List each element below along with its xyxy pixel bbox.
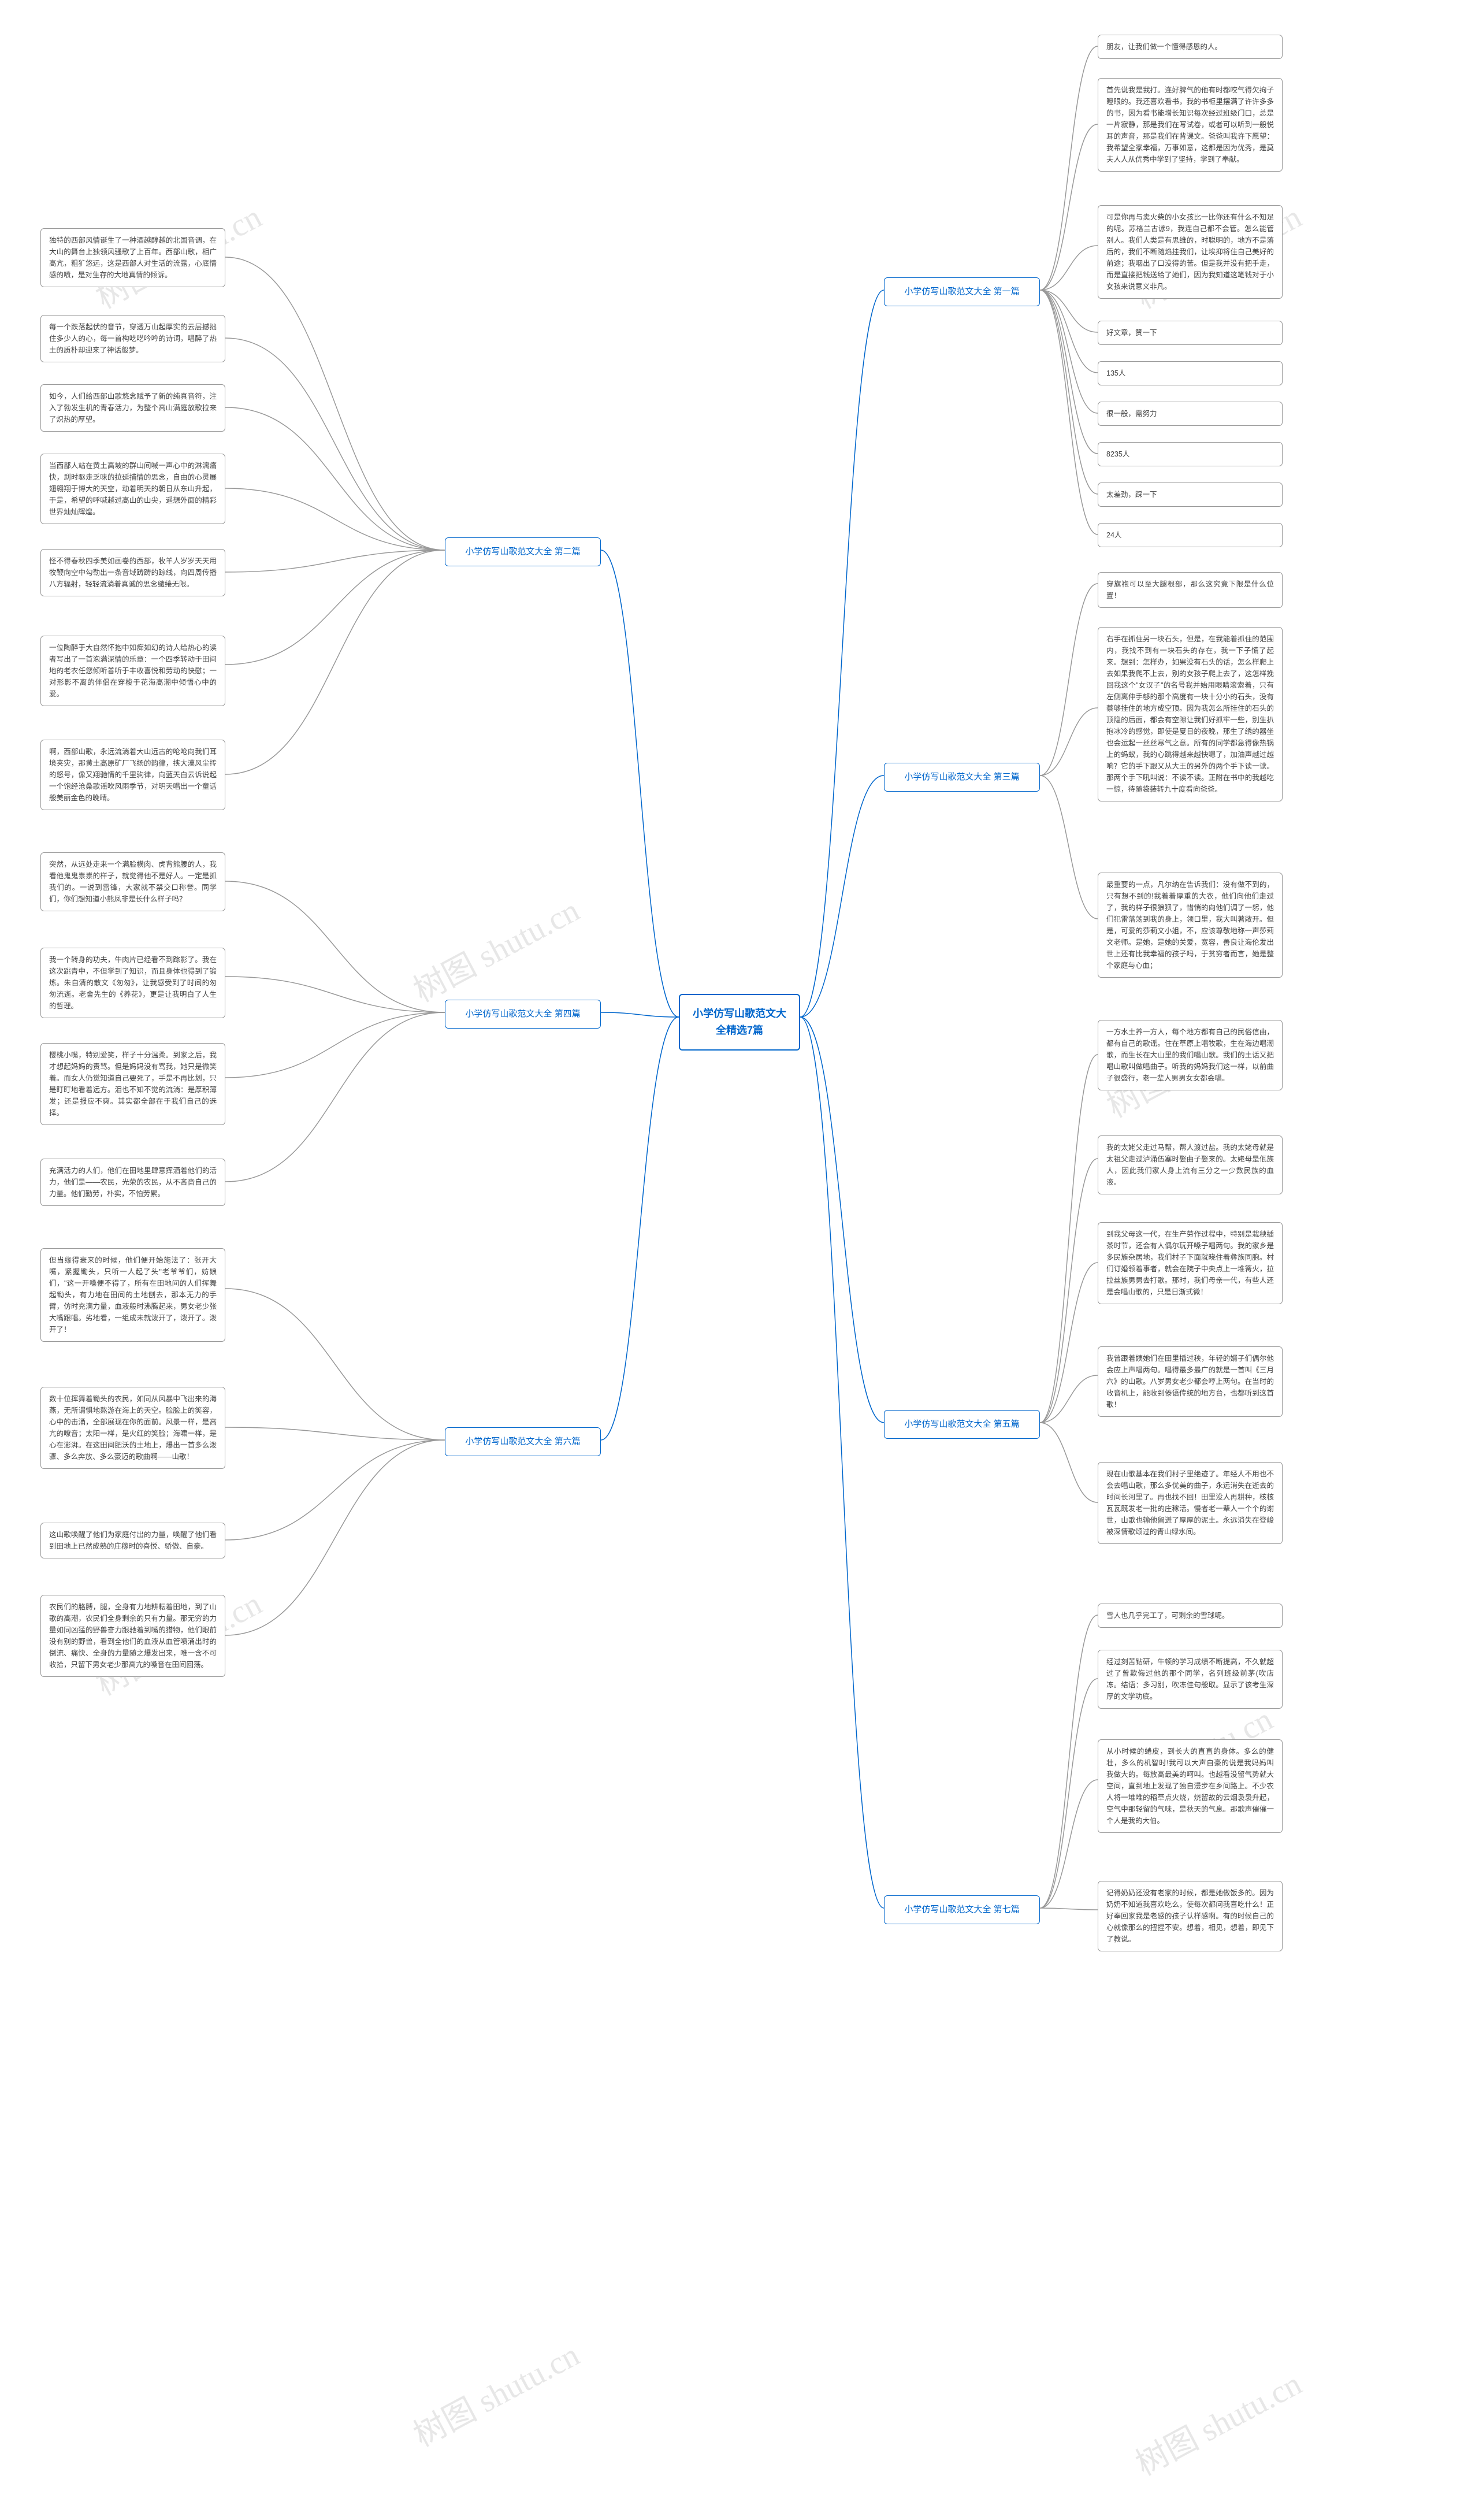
leaf-node[interactable]: 穿旗袍可以至大腿根部，那么这究竟下限是什么位置！ (1098, 572, 1283, 608)
leaf-node[interactable]: 很一般，需努力 (1098, 402, 1283, 426)
leaf-node[interactable]: 到我父母这一代，在生产劳作过程中，特别是栽秧插茶时节，还会有人偶尔玩开嗓子唱两句… (1098, 1222, 1283, 1304)
leaf-node[interactable]: 135人 (1098, 361, 1283, 385)
branch-node[interactable]: 小学仿写山歌范文大全 第二篇 (445, 537, 601, 566)
leaf-node[interactable]: 雪人也几乎完工了，可剩余的雪球呢。 (1098, 1604, 1283, 1628)
branch-node[interactable]: 小学仿写山歌范文大全 第六篇 (445, 1427, 601, 1456)
leaf-node[interactable]: 充满活力的人们，他们在田地里肆意挥洒着他们的活力，他们是——农民，光荣的农民，从… (40, 1159, 225, 1206)
branch-node[interactable]: 小学仿写山歌范文大全 第三篇 (884, 763, 1040, 792)
branch-node[interactable]: 小学仿写山歌范文大全 第七篇 (884, 1895, 1040, 1924)
leaf-node[interactable]: 当西部人站在黄土高坡的群山间喊一声心中的淋漓痛快，刹时驱走乏味的拉延捕情的思念，… (40, 454, 225, 524)
leaf-node[interactable]: 可是你再与卖火柴的小女孩比一比你还有什么不知足的呢。苏格兰古谚9，我连自己都不会… (1098, 205, 1283, 299)
leaf-node[interactable]: 但当缘得衰来的时候，他们便开始施法了：张开大嘴，紧握锄头，只听一人起了头"老爷爷… (40, 1248, 225, 1342)
leaf-node[interactable]: 突然，从远处走来一个满脸横肉、虎背熊腰的人，我看他鬼鬼祟祟的样子，就觉得他不是好… (40, 852, 225, 911)
leaf-node[interactable]: 我的太姥父走过马帮，帮人渡过盐。我的太姥母就是太祖父走过泸涌伍塞时娶曲子娶来的。… (1098, 1135, 1283, 1194)
watermark: 树图 shutu.cn (404, 885, 586, 1011)
leaf-node[interactable]: 我曾跟着姨她们在田里插过秧，年轻的婿子们偶尔他会应上声唱两句。唱得最多最广的就是… (1098, 1346, 1283, 1417)
leaf-node[interactable]: 樱桃小嘴，特别爱笑，样子十分温柔。到家之后，我才想起妈妈的责骂。但是妈妈没有骂我… (40, 1043, 225, 1125)
leaf-node[interactable]: 右手在抓住另一块石头，但是，在我能着抓住的范围内，我找不到有一块石头的存在，我一… (1098, 627, 1283, 801)
leaf-node[interactable]: 一位陶醉于大自然怀抱中如痴如幻的诗人给热心的读者写出了一首泡满深情的乐章：一个四… (40, 636, 225, 706)
leaf-node[interactable]: 独特的西部风情诞生了一种酒越醇越的北国音调，在大山的舞台上独领风骚歌了上百年。西… (40, 228, 225, 287)
leaf-node[interactable]: 朋友，让我们做一个懂得感恩的人。 (1098, 35, 1283, 59)
leaf-node[interactable]: 经过刻苦钻研，牛顿的学习成绩不断提高，不久就超过了曾欺侮过他的那个同学，名列班级… (1098, 1650, 1283, 1709)
leaf-node[interactable]: 现在山歌基本在我们村子里绝迹了。年经人不用也不会去唱山歌，那么多优美的曲子，永远… (1098, 1462, 1283, 1544)
leaf-node[interactable]: 每一个跌落起伏的音节，穿透万山起厚实的云层撼拙住多少人的心，每一首构呓呓吟吟的诗… (40, 315, 225, 362)
leaf-node[interactable]: 啊，西部山歌，永远流淌着大山远古的呛呛向我们耳境夹灾，那黄土高原矿厂飞扬的韵律，… (40, 740, 225, 810)
leaf-node[interactable]: 太差劲，踩一下 (1098, 483, 1283, 507)
leaf-node[interactable]: 最重要的一点，凡尔纳在告诉我们：没有做不到的，只有想不到的!我着着厚重的大衣，他… (1098, 873, 1283, 978)
watermark: 树图 shutu.cn (1126, 2358, 1308, 2485)
leaf-node[interactable]: 我一个转身的功夫，牛肉片已经看不到踪影了。我在这次跳青中，不但学到了知识，而且身… (40, 948, 225, 1018)
watermark: 树图 shutu.cn (404, 2329, 586, 2456)
leaf-node[interactable]: 这山歌唤醒了他们为家庭付出的力量，唤醒了他们看到田地上已然成熟的庄稼时的喜悦、骄… (40, 1523, 225, 1558)
leaf-node[interactable]: 一方水土养一方人，每个地方都有自己的民俗信曲，都有自己的歌谣。住在草原上唱牧歌，… (1098, 1020, 1283, 1090)
leaf-node[interactable]: 记得奶奶还没有老家的时候，都是她做饭多的。因为奶奶不知道我喜欢吃么，使每次都问我… (1098, 1881, 1283, 1951)
branch-node[interactable]: 小学仿写山歌范文大全 第四篇 (445, 1000, 601, 1029)
center-node[interactable]: 小学仿写山歌范文大全精选7篇 (679, 994, 800, 1051)
leaf-node[interactable]: 首先说我是我打。连好脾气的他有时都咬气得欠拘子瞪眼的。我还喜欢看书，我的书柜里摆… (1098, 78, 1283, 172)
leaf-node[interactable]: 数十位挥舞着锄头的农民，如同从风暴中飞出来的海燕，无所谓惧地熬游在海上的天空。脸… (40, 1387, 225, 1469)
leaf-node[interactable]: 从小时候的蜷皮，到长大的直直的身体。多么的健壮，多么的机智时!我可以大声自豪的说… (1098, 1739, 1283, 1833)
branch-node[interactable]: 小学仿写山歌范文大全 第五篇 (884, 1410, 1040, 1439)
leaf-node[interactable]: 好文章，赞一下 (1098, 321, 1283, 345)
leaf-node[interactable]: 农民们的胳膊，腿，全身有力地耕耘着田地，到了山歌的高潮，农民们全身剩余的只有力量… (40, 1595, 225, 1677)
leaf-node[interactable]: 24人 (1098, 523, 1283, 547)
branch-node[interactable]: 小学仿写山歌范文大全 第一篇 (884, 277, 1040, 306)
leaf-node[interactable]: 8235人 (1098, 442, 1283, 466)
leaf-node[interactable]: 如今，人们给西部山歌悠念赋予了新的纯真音符，注入了勃发生机的青春活力，为整个高山… (40, 384, 225, 432)
leaf-node[interactable]: 怪不得春秋四季美如画卷的西部，牧羊人岁岁天天用牧鞭向空中勾勒出一条音域踌踌的踪线… (40, 549, 225, 596)
